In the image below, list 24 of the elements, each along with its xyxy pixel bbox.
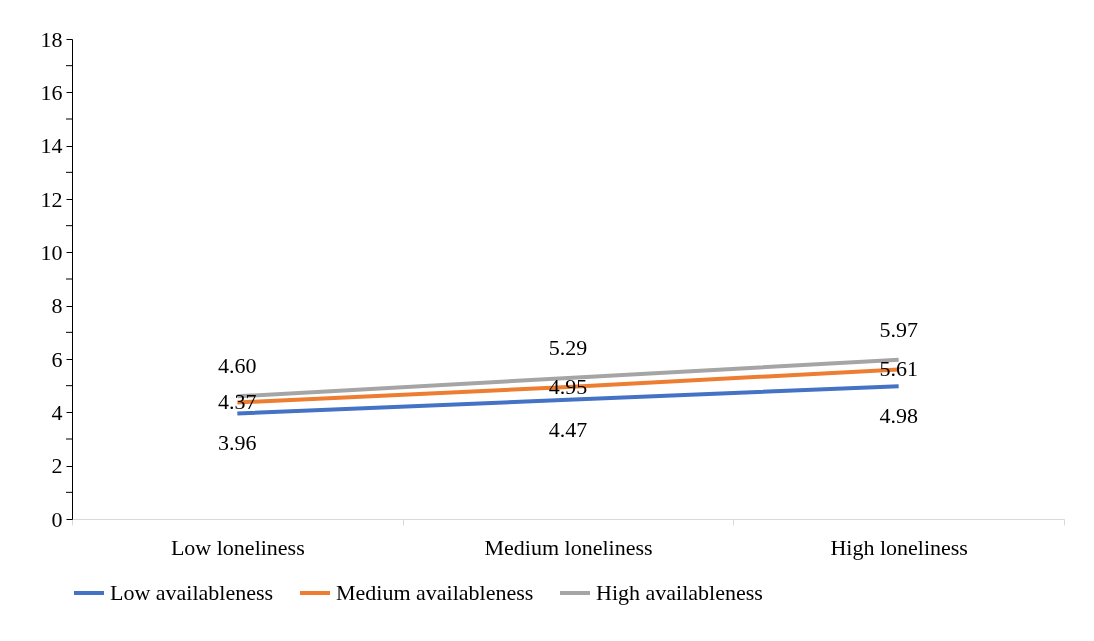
y-tick-label: 12 [40,186,63,212]
y-tick-label: 8 [51,293,63,319]
data-label: 5.97 [879,316,918,342]
data-label: 3.96 [218,430,257,456]
y-tick-label: 2 [51,453,63,479]
y-tick-label: 0 [51,506,63,532]
data-label: 4.98 [879,403,918,429]
data-label: 4.60 [218,353,257,379]
y-tick-label: 4 [51,399,63,425]
y-tick-label: 10 [40,239,63,265]
data-label: 4.47 [548,416,588,442]
x-tick-label: High loneliness [830,534,968,560]
y-tick-label: 6 [51,346,63,372]
legend-label: High availableness [596,580,763,605]
data-label: 5.61 [879,356,918,382]
y-tick-label: 18 [40,26,63,52]
y-tick-label: 16 [40,79,63,105]
x-tick-label: Medium loneliness [484,534,653,560]
legend-label: Medium availableness [336,580,534,605]
legend-label: Low availableness [110,580,274,605]
data-label: 5.29 [548,334,588,360]
x-tick-label: Low loneliness [170,534,305,560]
y-tick-label: 14 [40,133,63,159]
data-label: 4.37 [218,389,257,415]
